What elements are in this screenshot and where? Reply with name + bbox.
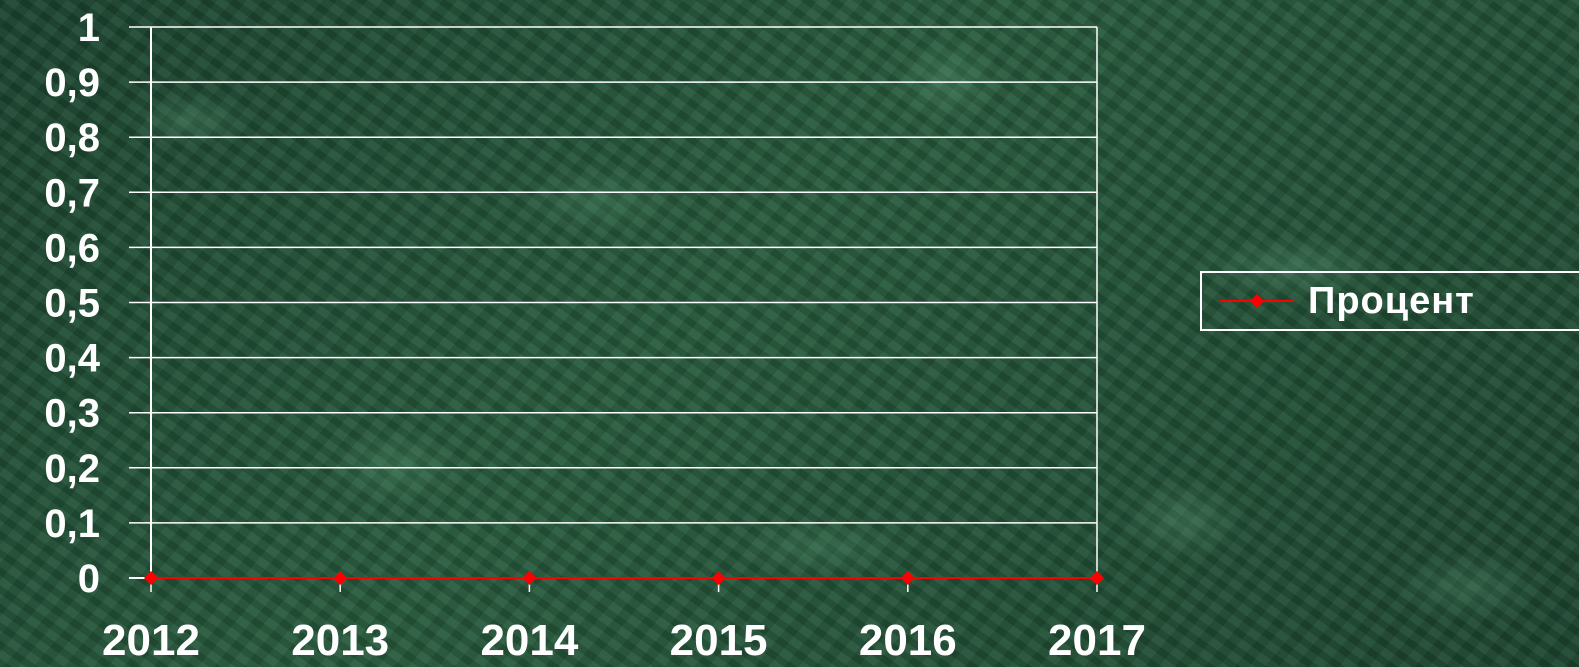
legend-marker-icon [1220, 294, 1294, 308]
y-tick-label: 0,6 [44, 226, 100, 270]
y-tick-label: 0,8 [44, 116, 100, 160]
data-point-marker [711, 571, 726, 585]
axes [129, 27, 1098, 592]
legend: Процент [1200, 271, 1579, 331]
y-tick-label: 1 [78, 6, 100, 50]
x-tick-label: 2014 [480, 616, 578, 665]
x-axis-tick-labels: 2012 2013 2014 2015 2016 2017 [102, 616, 1146, 665]
data-point-marker [900, 571, 915, 585]
y-tick-label: 0 [78, 557, 100, 601]
data-point-marker [144, 571, 158, 585]
y-tick-label: 0,3 [44, 392, 100, 436]
y-tick-label: 0,1 [44, 502, 100, 546]
data-point-marker [522, 571, 537, 585]
y-tick-label: 0,2 [44, 447, 100, 491]
y-tick-label: 0,7 [44, 171, 100, 215]
y-tick-label: 0,9 [44, 61, 100, 105]
grid [129, 26, 1097, 579]
legend-label: Процент [1308, 279, 1475, 322]
data-point-marker [1090, 571, 1104, 585]
x-tick-label: 2013 [291, 616, 389, 665]
x-tick-label: 2017 [1048, 616, 1146, 665]
x-tick-label: 2016 [859, 616, 957, 665]
y-tick-label: 0,4 [44, 337, 100, 381]
x-tick-label: 2015 [670, 616, 768, 665]
series-procent [144, 571, 1104, 585]
data-point-marker [333, 571, 348, 585]
y-tick-label: 0,5 [44, 282, 100, 326]
y-axis-tick-labels: 0 0,1 0,2 0,3 0,4 0,5 0,6 0,7 0,8 0,9 1 [44, 6, 100, 601]
x-tick-label: 2012 [102, 616, 200, 665]
